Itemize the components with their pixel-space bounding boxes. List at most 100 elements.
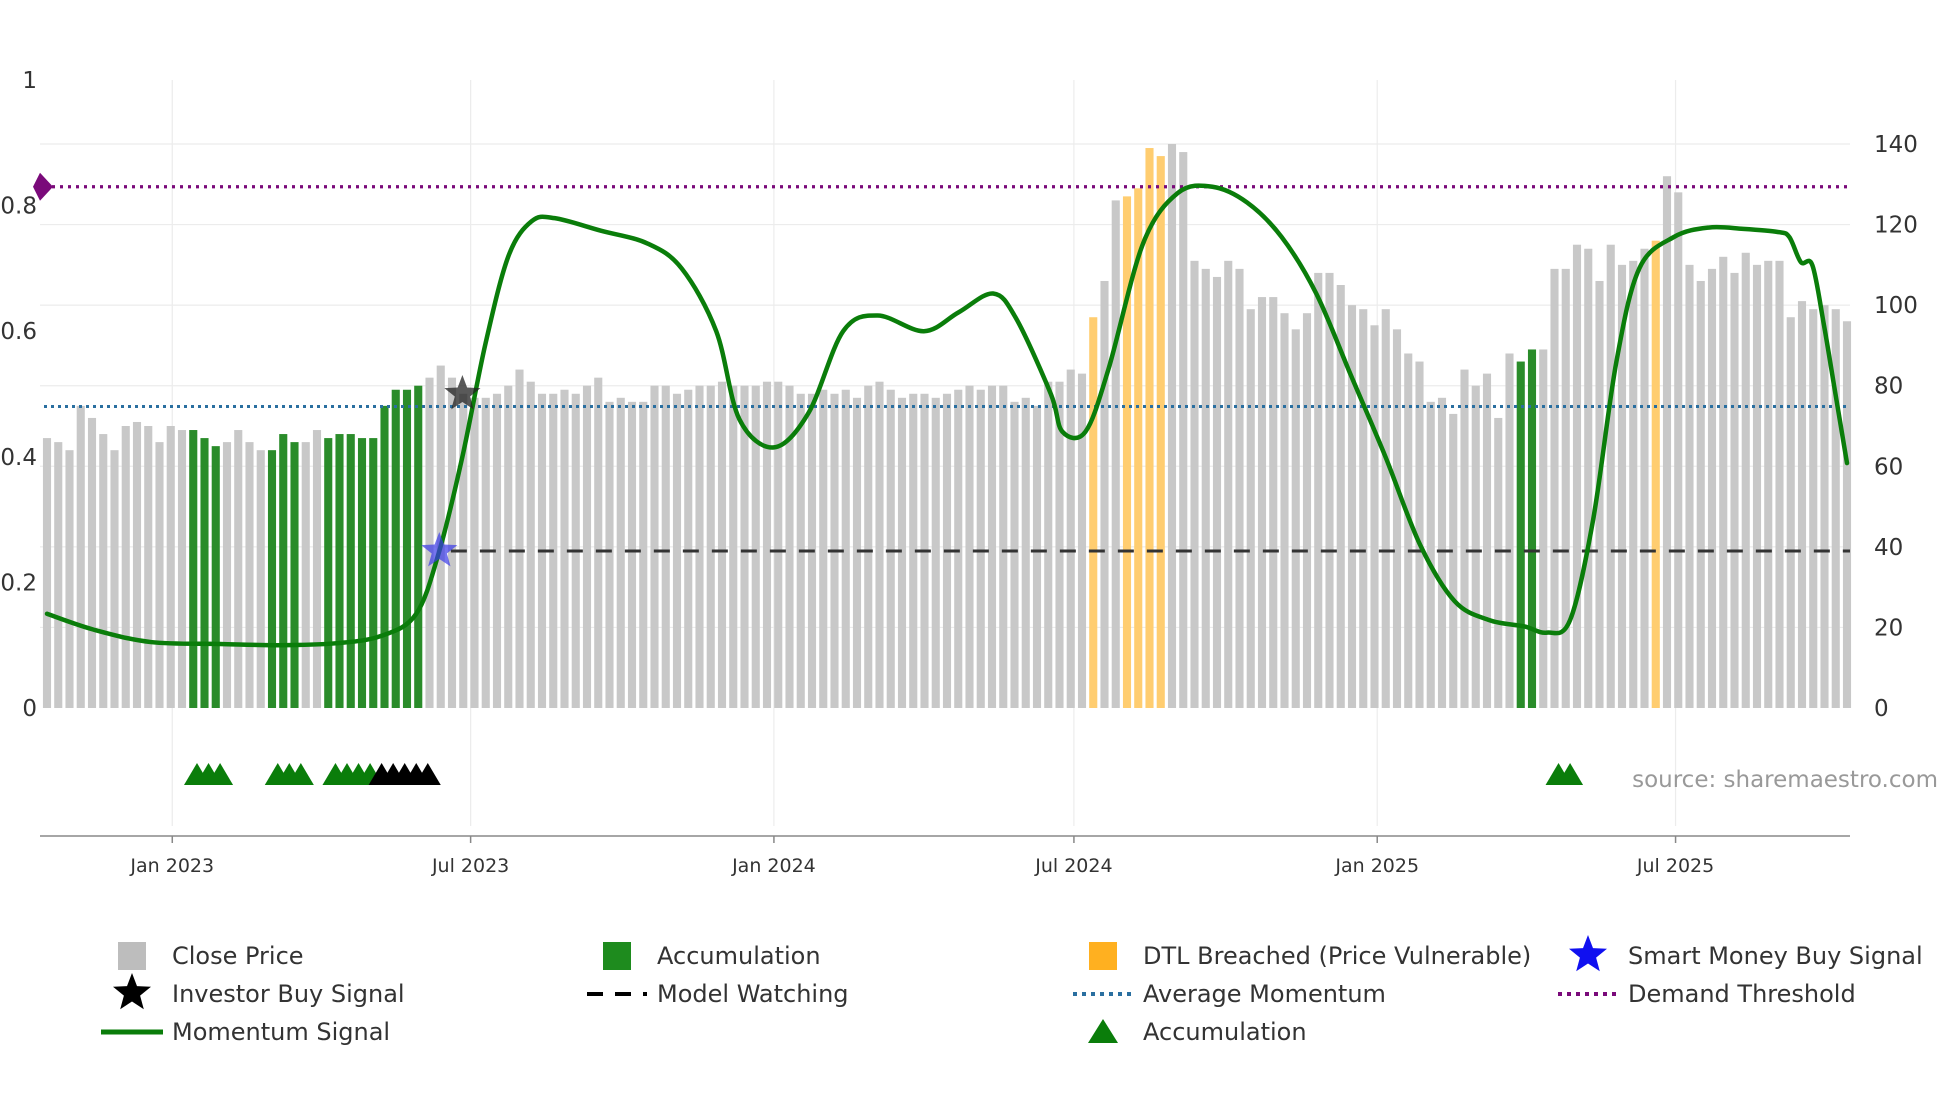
dtl-breached-bar — [1156, 156, 1165, 709]
close-price-bar — [1235, 268, 1244, 708]
close-price-bar — [1111, 200, 1120, 708]
close-price-bar — [1246, 309, 1255, 708]
close-price-bar — [155, 442, 164, 708]
close-price-bar — [65, 450, 74, 708]
close-price-bar — [1212, 276, 1222, 708]
accumulation-bar — [189, 430, 198, 708]
left-tick-label: 0 — [22, 696, 37, 722]
legend: Close Price Accumulation DTL Breached (Pri… — [101, 935, 1923, 1046]
close-price-bar — [695, 385, 704, 708]
close-price-bar — [1662, 176, 1672, 708]
close-price-bar — [1381, 309, 1390, 708]
close-price-bar — [1100, 280, 1109, 708]
accumulation-bar — [279, 434, 288, 708]
close-price-bar — [1426, 401, 1435, 708]
close-price-bar — [774, 381, 783, 708]
x-tick-label: Jul 2024 — [1034, 855, 1112, 877]
close-price-bar — [1010, 401, 1019, 708]
smart-money-buy-star — [421, 532, 458, 567]
investor-buy-star — [444, 375, 481, 410]
close-price-bar — [1809, 309, 1818, 708]
legend-label: Smart Money Buy Signal — [1628, 942, 1923, 970]
close-price-bar — [42, 438, 52, 708]
close-price-bar — [1617, 264, 1627, 708]
close-price-bar — [1032, 405, 1042, 708]
close-price-bar — [1055, 381, 1064, 708]
legend-square-icon — [1089, 942, 1117, 970]
close-price-bar — [852, 397, 862, 708]
legend-item: Average Momentum — [1073, 980, 1386, 1008]
close-price-bar — [515, 369, 524, 708]
accumulation-bar — [1527, 349, 1537, 708]
close-price-bar — [1494, 417, 1503, 708]
close-price-bar — [1269, 297, 1278, 708]
close-price-bar — [1820, 305, 1829, 708]
legend-label: Accumulation — [657, 942, 821, 970]
close-price-bar — [1584, 248, 1593, 708]
close-price-bar — [99, 434, 108, 708]
accumulation-bar — [391, 389, 400, 708]
legend-label: Investor Buy Signal — [172, 980, 405, 1008]
close-price-bar — [177, 430, 187, 708]
accumulation-bar — [200, 438, 209, 708]
close-price-bar — [1179, 152, 1188, 709]
close-price-bar — [481, 397, 490, 708]
legend-item: Accumulation — [603, 942, 821, 970]
legend-star-icon — [113, 973, 151, 1010]
close-price-bar — [1831, 309, 1840, 708]
close-price-bar — [1471, 385, 1480, 708]
close-price-bar — [751, 385, 760, 708]
left-tick-label: 0.2 — [0, 570, 37, 596]
close-price-bar — [931, 397, 940, 708]
close-price-bar — [121, 426, 130, 708]
close-price-bar — [1077, 373, 1087, 708]
close-price-bar — [740, 385, 749, 708]
close-price-bar — [1640, 248, 1649, 708]
close-price-bar — [672, 393, 682, 708]
close-price-bar — [1572, 244, 1582, 708]
legend-label: DTL Breached (Price Vulnerable) — [1143, 942, 1531, 970]
left-tick-label: 0.4 — [0, 445, 37, 471]
close-price-bar — [1539, 349, 1548, 708]
close-price-bar — [965, 385, 974, 708]
close-price-bar — [1685, 264, 1694, 708]
x-tick-label: Jan 2024 — [731, 855, 816, 877]
close-price-bar — [312, 430, 322, 708]
close-price-bar — [1291, 329, 1300, 708]
close-price-bar — [132, 421, 142, 708]
close-price-bar — [492, 393, 502, 708]
close-price-bar — [54, 442, 63, 708]
legend-item: Demand Threshold — [1558, 980, 1856, 1008]
accumulation-bar — [369, 438, 378, 708]
close-price-bar — [526, 381, 535, 708]
close-price-bar — [1257, 297, 1267, 708]
close-price-bar — [1201, 268, 1210, 708]
close-price-bar — [1359, 309, 1368, 708]
right-tick-label: 20 — [1874, 615, 1903, 641]
legend-label: Momentum Signal — [172, 1018, 390, 1046]
accumulation-triangle — [1557, 763, 1584, 785]
accumulation-triangle — [287, 763, 314, 785]
close-price-bar — [1224, 260, 1233, 708]
right-tick-label: 80 — [1874, 374, 1903, 400]
x-tick-label: Jan 2025 — [1334, 855, 1419, 877]
accumulation-bar — [380, 405, 389, 708]
close-price-bar — [256, 450, 265, 708]
close-price-bar — [110, 450, 119, 708]
right-tick-label: 140 — [1874, 132, 1918, 158]
close-price-bar — [875, 381, 884, 708]
close-price-bar — [1021, 397, 1030, 708]
accumulation-bar — [335, 434, 344, 708]
demand-threshold-marker — [33, 172, 53, 201]
close-price-bar — [1347, 305, 1357, 708]
close-price-bar — [1449, 413, 1458, 708]
close-price-bar — [909, 393, 918, 708]
signal-markers — [184, 375, 1584, 785]
close-price-bar — [301, 442, 310, 708]
accumulation-bar — [402, 389, 412, 708]
accumulation-bar — [324, 438, 333, 708]
left-tick-label: 0.8 — [0, 194, 37, 220]
x-tick-label: Jul 2023 — [431, 855, 509, 877]
